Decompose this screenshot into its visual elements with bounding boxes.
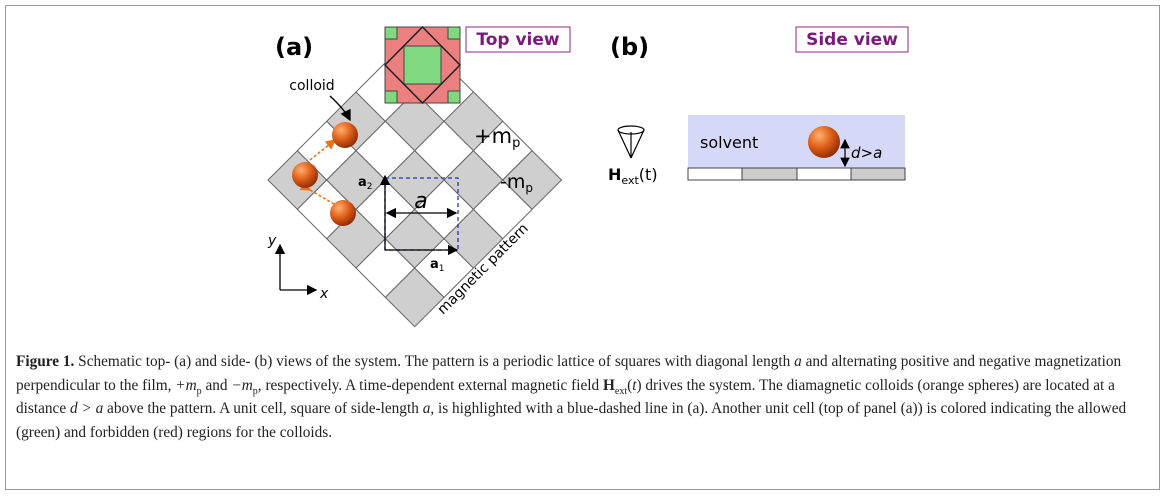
text: H [608, 165, 621, 184]
a2-label: a2 [358, 175, 373, 192]
text: +m [474, 124, 512, 148]
colloid-arrow [329, 95, 351, 122]
top-view-label: Top view [476, 30, 560, 50]
text: H [602, 376, 615, 394]
side-view-label: Side view [806, 30, 898, 50]
text: ( [627, 376, 633, 394]
solvent-label: solvent [700, 133, 758, 152]
figure-frame [5, 5, 1160, 490]
colloid [330, 200, 356, 226]
text: a [358, 175, 367, 190]
pattern-strip [687, 167, 906, 181]
colloid [808, 126, 840, 158]
text: d > a [69, 400, 104, 418]
text: p [512, 136, 520, 151]
text: a [430, 257, 439, 272]
distance-label: d>a [851, 144, 882, 162]
colloid [332, 122, 358, 148]
figure: Top view (a) colloid a a2 a1 +mp -mp mag… [267, 25, 909, 328]
text: +m [175, 376, 197, 394]
plus-m-label: +mp [474, 124, 520, 151]
colloid-label: colloid [289, 78, 334, 94]
text: a [794, 353, 802, 370]
side-view-box [795, 26, 909, 53]
field-label: Hext(t) [608, 165, 658, 187]
text: Schematic top- (a) and side- (b) views o… [74, 353, 795, 370]
text: , respectively. A time-dependent externa… [257, 376, 603, 394]
text: ) [636, 376, 642, 394]
text: and alternating positive and negative ma… [16, 353, 1122, 394]
text: 1 [439, 264, 445, 274]
text: ext [621, 174, 639, 187]
text: −m [231, 376, 253, 394]
text: p [525, 181, 533, 195]
text: a [422, 400, 431, 418]
colored-unit-cell [383, 25, 462, 105]
top-view-box [465, 26, 571, 53]
x-label: x [319, 286, 329, 302]
caption: Figure 1. Schematic top- (a) and side- (… [16, 350, 1136, 444]
text: (t) [639, 165, 658, 184]
text: and [201, 376, 232, 394]
text: ext [614, 385, 628, 397]
minus-m-label: -mp [500, 171, 533, 195]
colloid [292, 162, 318, 188]
text: p [252, 385, 258, 397]
text: t [632, 376, 637, 394]
text: above the pattern. A unit cell, square o… [103, 400, 423, 418]
lattice-cell [502, 149, 563, 211]
text: p [196, 385, 202, 397]
field-icon [617, 125, 645, 159]
solvent [688, 115, 905, 168]
text: 2 [367, 182, 373, 192]
panel-label: (a) [275, 33, 313, 61]
a1-label: a1 [430, 257, 445, 274]
y-label: y [267, 233, 277, 249]
text: , is highlighted with a blue-dashed line… [16, 400, 1127, 441]
a-label: a [414, 189, 427, 214]
text: -m [500, 171, 525, 193]
motion-arrow [309, 139, 337, 161]
text: drives the system. The diamagnetic collo… [16, 376, 1115, 418]
panel-label: (b) [610, 33, 649, 61]
text: Figure 1. [16, 353, 75, 370]
